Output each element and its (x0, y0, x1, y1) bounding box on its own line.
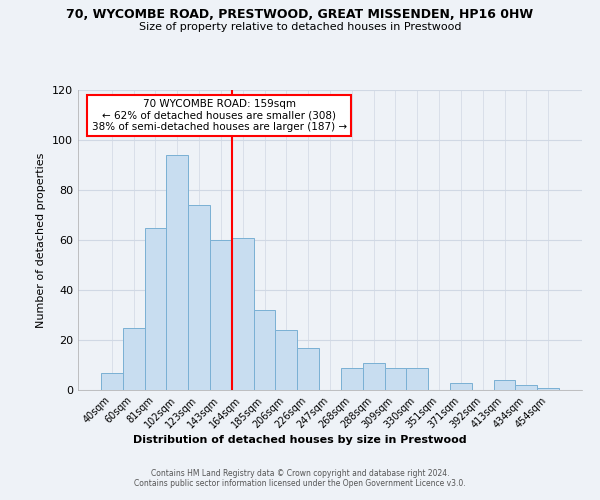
Text: Size of property relative to detached houses in Prestwood: Size of property relative to detached ho… (139, 22, 461, 32)
Bar (123, 328, 145, 390)
Bar (232, 238, 254, 390)
Bar (363, 362, 385, 390)
Text: Contains public sector information licensed under the Open Government Licence v3: Contains public sector information licen… (134, 478, 466, 488)
Text: Distribution of detached houses by size in Prestwood: Distribution of detached houses by size … (133, 435, 467, 445)
Text: 70, WYCOMBE ROAD, PRESTWOOD, GREAT MISSENDEN, HP16 0HW: 70, WYCOMBE ROAD, PRESTWOOD, GREAT MISSE… (67, 8, 533, 20)
Bar (297, 348, 319, 390)
Bar (406, 368, 428, 390)
Bar (254, 310, 275, 390)
Bar (341, 368, 363, 390)
Bar (275, 330, 297, 390)
Bar (450, 382, 472, 390)
Bar (385, 368, 406, 390)
Bar (166, 155, 188, 390)
Bar (210, 240, 232, 390)
Text: Contains HM Land Registry data © Crown copyright and database right 2024.: Contains HM Land Registry data © Crown c… (151, 468, 449, 477)
Bar (101, 372, 123, 390)
Y-axis label: Number of detached properties: Number of detached properties (37, 152, 46, 328)
Text: 70 WYCOMBE ROAD: 159sqm
← 62% of detached houses are smaller (308)
38% of semi-d: 70 WYCOMBE ROAD: 159sqm ← 62% of detache… (92, 99, 347, 132)
Bar (188, 205, 210, 390)
Bar (145, 228, 166, 390)
Bar (494, 380, 515, 390)
Bar (515, 385, 537, 390)
Bar (537, 388, 559, 390)
